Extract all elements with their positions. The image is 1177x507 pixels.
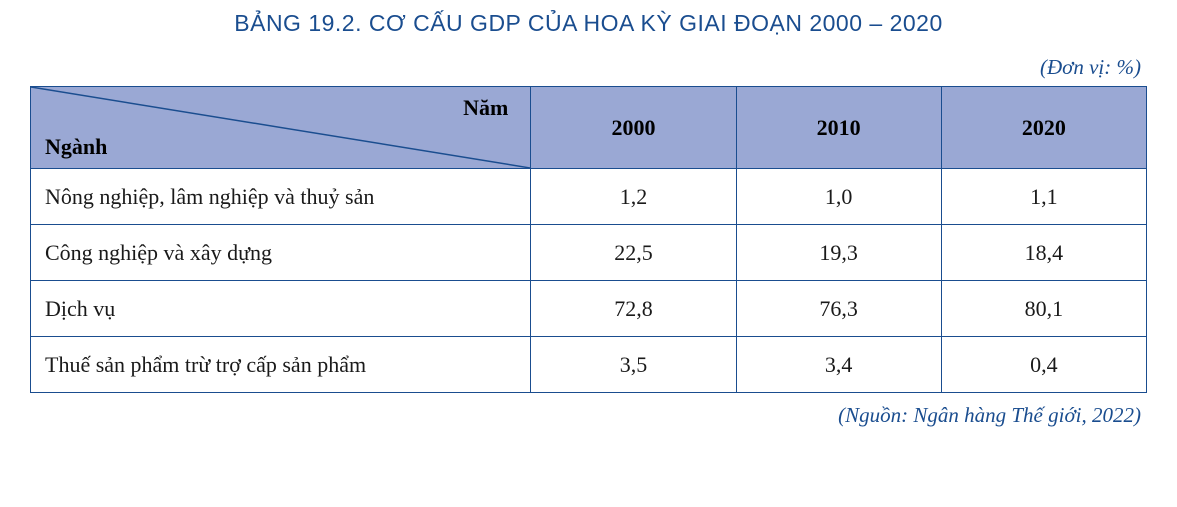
row-label: Công nghiệp và xây dựng <box>31 225 531 281</box>
table-row: Thuế sản phẩm trừ trợ cấp sản phẩm 3,5 3… <box>31 337 1147 393</box>
row-label: Thuế sản phẩm trừ trợ cấp sản phẩm <box>31 337 531 393</box>
cell-value: 76,3 <box>736 281 941 337</box>
cell-value: 3,4 <box>736 337 941 393</box>
header-bottom-label: Ngành <box>45 134 107 160</box>
cell-value: 1,2 <box>531 169 736 225</box>
cell-value: 0,4 <box>941 337 1146 393</box>
cell-value: 22,5 <box>531 225 736 281</box>
cell-value: 1,0 <box>736 169 941 225</box>
cell-value: 1,1 <box>941 169 1146 225</box>
row-label: Nông nghiệp, lâm nghiệp và thuỷ sản <box>31 169 531 225</box>
table-row: Dịch vụ 72,8 76,3 80,1 <box>31 281 1147 337</box>
cell-value: 72,8 <box>531 281 736 337</box>
row-label: Dịch vụ <box>31 281 531 337</box>
table-row: Công nghiệp và xây dựng 22,5 19,3 18,4 <box>31 225 1147 281</box>
year-header: 2000 <box>531 87 736 169</box>
unit-label: (Đơn vị: %) <box>30 55 1147 80</box>
table-title: BẢNG 19.2. CƠ CẤU GDP CỦA HOA KỲ GIAI ĐO… <box>30 10 1147 37</box>
table-header-row: Năm Ngành 2000 2010 2020 <box>31 87 1147 169</box>
year-header: 2010 <box>736 87 941 169</box>
diagonal-header: Năm Ngành <box>31 87 531 169</box>
cell-value: 80,1 <box>941 281 1146 337</box>
source-label: (Nguồn: Ngân hàng Thế giới, 2022) <box>30 403 1147 428</box>
year-header: 2020 <box>941 87 1146 169</box>
cell-value: 19,3 <box>736 225 941 281</box>
cell-value: 3,5 <box>531 337 736 393</box>
cell-value: 18,4 <box>941 225 1146 281</box>
gdp-table: Năm Ngành 2000 2010 2020 Nông nghiệp, lâ… <box>30 86 1147 393</box>
header-top-label: Năm <box>463 95 508 121</box>
table-row: Nông nghiệp, lâm nghiệp và thuỷ sản 1,2 … <box>31 169 1147 225</box>
